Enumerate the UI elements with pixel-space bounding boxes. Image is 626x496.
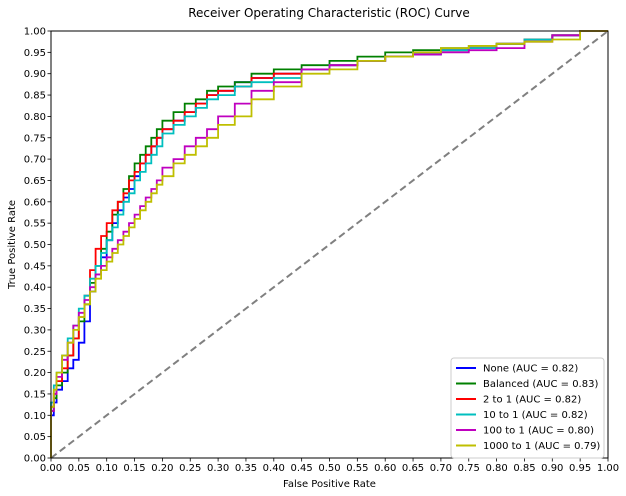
x-tick-label: 0.95: [569, 463, 591, 474]
axes-layer: 0.00 0.05 0.10 0.15 0.20 0.25 0.30 0.35 0.40 0.45…: [24, 27, 619, 475]
x-tick-label: 0.80: [485, 463, 507, 474]
y-tick-label: 0.00: [24, 454, 46, 465]
plot-frame: [50, 30, 609, 459]
y-tick-label: 0.65: [24, 176, 46, 187]
x-tick-label: 0.05: [68, 463, 90, 474]
x-axis-label: False Positive Rate: [283, 479, 376, 490]
y-tick-label: 0.30: [24, 325, 46, 336]
legend: None (AUC = 0.82) Balanced (AUC = 0.83) 2 …: [450, 357, 605, 459]
x-tick-label: 0.85: [513, 463, 535, 474]
legend-label: None (AUC = 0.82): [483, 364, 578, 375]
x-tick-label: 0.35: [235, 463, 257, 474]
y-axis-label: True Positive Rate: [7, 200, 18, 290]
y-tick-label: 0.85: [24, 91, 46, 102]
legend-label: 100 to 1 (AUC = 0.80): [483, 426, 594, 437]
y-tick-label: 0.15: [24, 389, 46, 400]
y-tick-label: 0.80: [24, 112, 46, 123]
y-tick-label: 0.70: [24, 155, 46, 166]
y-tick-label: 0.05: [24, 432, 46, 443]
x-tick-label: 0.55: [346, 463, 368, 474]
chart-title: Receiver Operating Characteristic (ROC) …: [188, 6, 470, 20]
y-tick-label: 0.25: [24, 347, 46, 358]
x-tick-label: 0.15: [123, 463, 145, 474]
chance-diagonal-line: [50, 30, 609, 459]
legend-box: [450, 357, 605, 459]
y-tick-label: 0.60: [24, 197, 46, 208]
x-tick-label: 0.30: [207, 463, 229, 474]
y-tick-label: 0.40: [24, 283, 46, 294]
y-tick-label: 0.20: [24, 368, 46, 379]
y-tick-label: 0.90: [24, 69, 46, 80]
x-tick-label: 0.40: [263, 463, 285, 474]
x-tick-label: 0.75: [458, 463, 480, 474]
x-tick-label: 0.70: [430, 463, 452, 474]
y-tick-label: 0.50: [24, 240, 46, 251]
y-tick-label: 0.95: [24, 48, 46, 59]
x-tick-label: 0.45: [291, 463, 313, 474]
y-tick-label: 0.45: [24, 261, 46, 272]
y-tick-label: 1.00: [24, 27, 46, 38]
x-tick-label: 0.20: [151, 463, 173, 474]
legend-label: 1000 to 1 (AUC = 0.79): [483, 441, 600, 452]
x-tick-label: 0.65: [402, 463, 424, 474]
x-tick-label: 0.60: [374, 463, 396, 474]
y-tick-label: 0.35: [24, 304, 46, 315]
x-tick-label: 0.00: [40, 463, 62, 474]
x-tick-label: 0.25: [179, 463, 201, 474]
x-tick-label: 0.90: [541, 463, 563, 474]
legend-label: 2 to 1 (AUC = 0.82): [483, 395, 581, 406]
roc-curve-line: [50, 30, 608, 458]
x-tick-label: 0.10: [96, 463, 118, 474]
legend-label: Balanced (AUC = 0.83): [483, 379, 598, 390]
y-tick-label: 0.55: [24, 219, 46, 230]
curves-layer: [50, 30, 609, 459]
x-tick-label: 1.00: [597, 463, 619, 474]
legend-label: 10 to 1 (AUC = 0.82): [483, 410, 588, 421]
x-tick-label: 0.50: [318, 463, 340, 474]
y-tick-label: 0.10: [24, 411, 46, 422]
y-tick-label: 0.75: [24, 133, 46, 144]
